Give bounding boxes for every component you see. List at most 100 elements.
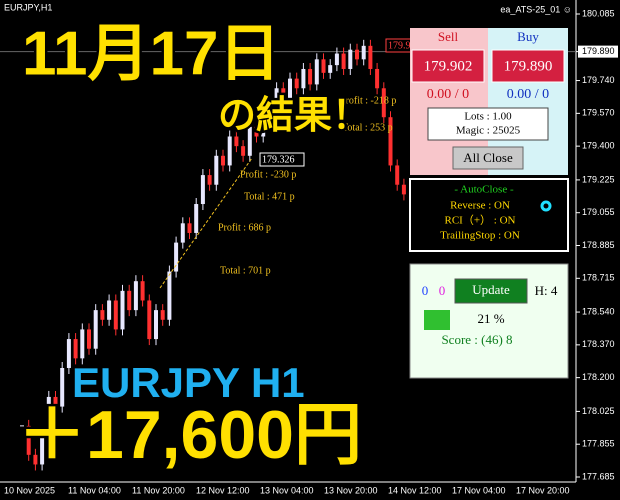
candle [53, 396, 58, 407]
sell-pl: 0.00 / 0 [427, 87, 469, 102]
candle [267, 107, 272, 118]
percent: 21 % [477, 311, 504, 326]
buy-price: 179.890 [504, 58, 553, 74]
x-tick-label: 11 Nov 20:00 [132, 485, 185, 495]
sell-price: 179.902 [424, 58, 473, 74]
annotation: Total : 253 p [342, 122, 393, 133]
candle [234, 136, 239, 147]
candle [227, 136, 232, 166]
candle [26, 425, 31, 455]
candle [180, 223, 185, 243]
candle [241, 146, 246, 156]
x-tick-label: 10 Nov 2025 [4, 485, 55, 495]
candle [167, 271, 172, 320]
candle [281, 88, 286, 98]
candle [66, 339, 71, 369]
symbol: EURJPY,H1 [4, 2, 52, 12]
y-tick-label: 178.885 [582, 240, 615, 250]
y-tick-label: 179.740 [582, 75, 615, 85]
count-b: 0 [439, 283, 446, 298]
candle [341, 53, 346, 69]
y-tick-label: 178.200 [582, 372, 615, 382]
annotation: Total : 701 p [220, 265, 271, 276]
autoclose-box [409, 178, 569, 252]
buy-button[interactable] [491, 49, 565, 83]
annotation: 179.923 [388, 40, 421, 51]
candle [40, 435, 45, 465]
candle [388, 117, 393, 166]
trade-line [159, 157, 253, 289]
profit-caption: ＋17,600円 [18, 397, 362, 473]
y-tick-label: 177.685 [582, 471, 615, 481]
candle [107, 300, 112, 320]
candle [80, 329, 85, 359]
candle [221, 155, 225, 166]
candle [147, 300, 152, 340]
candle [33, 454, 38, 465]
candle [160, 310, 165, 320]
candle [401, 184, 406, 195]
y-tick-label: 179.055 [582, 207, 615, 217]
y-tick-label: 179.400 [582, 141, 615, 151]
x-tick-label: 14 Nov 12:00 [388, 485, 442, 495]
candle [214, 155, 219, 185]
candle [375, 68, 380, 89]
x-tick-label: 17 Nov 20:00 [516, 485, 570, 495]
candle [120, 290, 125, 330]
result-caption: の結果！ [218, 95, 370, 137]
candle [140, 281, 145, 301]
annotation: Total : 471 p [244, 191, 295, 202]
candle [321, 59, 326, 73]
x-tick-label: 13 Nov 20:00 [324, 485, 378, 495]
update-button[interactable] [454, 278, 528, 304]
y-tick-label: 178.370 [582, 339, 615, 349]
x-tick-label: 11 Nov 04:00 [68, 485, 121, 495]
x-tick-label: 12 Nov 12:00 [196, 485, 250, 495]
sell-label: Sell [438, 29, 459, 44]
lots-box [427, 107, 549, 141]
annotation: Profit : -230 p [240, 169, 296, 180]
candle [314, 59, 319, 85]
h-value: H: 4 [535, 283, 558, 298]
candle [93, 310, 98, 349]
score: Score : (46) 8 [441, 332, 512, 347]
expert: ea_ATS-25_01 ☺ [500, 4, 572, 14]
candle [113, 300, 118, 330]
y-tick-label: 178.715 [582, 273, 615, 283]
update: Update [472, 282, 510, 297]
y-tick-label: 178.540 [582, 306, 615, 316]
candle [46, 396, 51, 436]
autoclose-title: - AutoClose - [454, 184, 514, 196]
annotation: Profit : -218 p [340, 95, 396, 106]
y-tick-label: 178.025 [582, 406, 615, 416]
autoclose-row: TrailingStop : ON [440, 230, 520, 242]
magic: Magic : 25025 [456, 125, 521, 137]
candle [133, 281, 138, 311]
bid-label: 179.890 [582, 46, 615, 56]
candle [334, 53, 339, 66]
y-tick-label: 177.855 [582, 439, 615, 449]
candle [395, 165, 400, 185]
candle [274, 88, 279, 118]
annotation: Profit : 686 p [218, 222, 271, 233]
candle [174, 242, 179, 272]
candle [308, 68, 313, 85]
buy-pl: 0.00 / 0 [507, 87, 549, 102]
sell-button[interactable] [411, 49, 485, 83]
all-close-button[interactable] [452, 146, 524, 170]
y-tick-label: 180.085 [582, 8, 615, 18]
progress-square [424, 310, 450, 330]
annotation: 179.326 [262, 154, 295, 165]
candle [368, 45, 373, 69]
candle [207, 175, 212, 185]
autoclose-row: Reverse : ON [450, 200, 510, 212]
autoclose-row: RCI（+） : ON [445, 214, 516, 227]
candle [194, 204, 199, 233]
candle [247, 126, 252, 156]
candle [301, 68, 306, 89]
annotation-box [259, 152, 305, 167]
lots: Lots : 1.00 [464, 111, 512, 123]
candle [328, 65, 333, 73]
candle [200, 175, 205, 205]
